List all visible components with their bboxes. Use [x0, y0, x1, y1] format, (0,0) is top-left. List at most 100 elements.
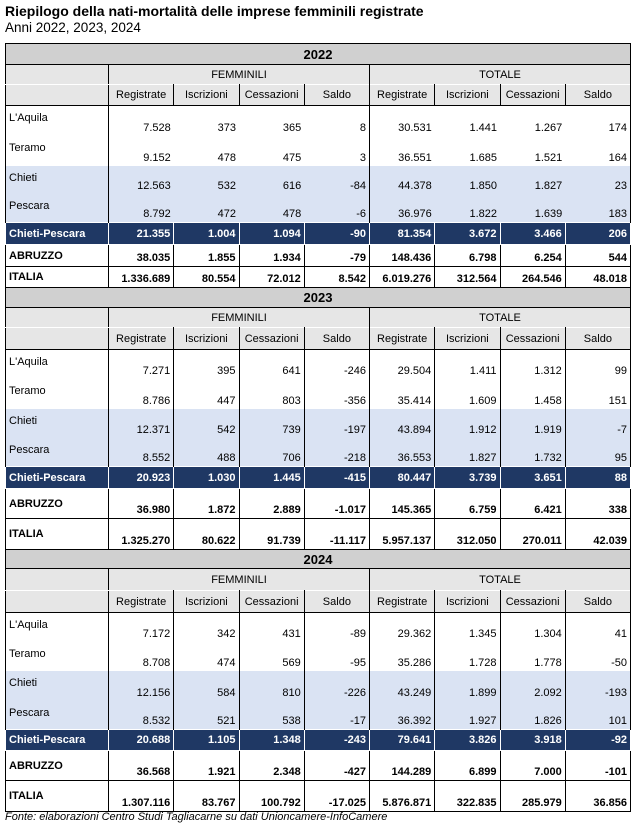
- value-cell: -11.117: [303, 518, 371, 550]
- report-title: Riepilogo della nati-mortalità delle imp…: [5, 3, 424, 19]
- group-header-totale: TOTALE: [369, 307, 631, 328]
- table-row: L'Aquila 7.172 342 431 -89 29.362 1.345 1.304 41: [5, 612, 632, 642]
- value-cell: 270.011: [499, 518, 566, 550]
- value-cell: 472: [173, 193, 239, 223]
- value-cell: -79: [303, 244, 371, 267]
- value-cell: 431: [239, 612, 305, 642]
- value-cell: 3.826: [434, 729, 501, 751]
- value-cell: 36.553: [369, 437, 436, 467]
- value-cell: 478: [217, 151, 236, 164]
- value-cell: 338: [564, 488, 632, 519]
- column-header-cessazioni: Cessazioni: [499, 590, 566, 613]
- row-label: Teramo: [5, 378, 109, 409]
- value-cell: 3.918: [499, 729, 566, 751]
- value-cell: 312.050: [434, 518, 501, 550]
- value-cell: 8.542: [303, 266, 371, 288]
- row-label: L'Aquila: [5, 105, 109, 136]
- value-cell: -89: [304, 612, 371, 642]
- value-cell: 8.532: [108, 700, 175, 730]
- row-label: ABRUZZO: [5, 488, 109, 519]
- row-label: ABRUZZO: [5, 244, 109, 267]
- value-cell: 1.521: [534, 151, 563, 164]
- row-label: Pescara: [5, 193, 109, 223]
- value-cell: 538: [239, 700, 305, 730]
- value-cell: 1.826: [500, 700, 566, 730]
- value-cell: 373: [217, 121, 236, 134]
- table-row: Chieti 12.563 532 616 -84 44.378 1.850 1.827 23: [5, 165, 632, 194]
- value-cell: 1.458: [500, 378, 566, 409]
- value-cell: -415: [303, 466, 371, 489]
- value-cell: 1.030: [173, 466, 240, 489]
- year-label: 2023: [5, 287, 631, 308]
- value-cell: 206: [564, 222, 632, 245]
- value-cell: 20.688: [107, 729, 175, 751]
- year-header-row: 2023: [5, 287, 631, 308]
- value-cell: 8.792: [108, 193, 174, 223]
- value-cell: 1.336.689: [107, 266, 175, 288]
- column-header-registrate: Registrate: [107, 590, 175, 613]
- column-header-registrate: Registrate: [107, 84, 175, 106]
- row-label: ITALIA: [5, 780, 109, 812]
- value-cell: 7.528: [143, 121, 171, 134]
- value-cell: 6.899: [434, 750, 501, 781]
- value-cell: 1.919: [500, 408, 566, 438]
- value-cell: -17.025: [303, 780, 371, 812]
- value-cell: 1.855: [173, 244, 240, 267]
- value-cell: -226: [304, 670, 371, 701]
- empty-header-cell: [5, 307, 109, 328]
- column-header-iscrizioni: Iscrizioni: [434, 84, 501, 106]
- row-label: ABRUZZO: [5, 750, 109, 781]
- value-cell: 43.249: [369, 670, 436, 701]
- report-subtitle: Anni 2022, 2023, 2024: [5, 20, 141, 35]
- column-header-saldo: Saldo: [564, 327, 632, 350]
- value-cell: 30.531: [398, 121, 432, 134]
- value-cell: 810: [239, 670, 305, 701]
- value-cell: 99: [565, 349, 632, 379]
- row-label: Pescara: [5, 700, 109, 730]
- value-cell: 542: [173, 408, 240, 438]
- value-cell: 43.894: [369, 408, 436, 438]
- value-cell: 144.289: [368, 750, 436, 781]
- value-cell: 1.348: [238, 729, 305, 751]
- value-cell: 145.365: [368, 488, 436, 519]
- value-cell: 8.786: [108, 378, 175, 409]
- group-header-totale: TOTALE: [369, 568, 631, 591]
- value-cell: 36.976: [369, 193, 435, 223]
- nati-mortalita-table: 2022 FEMMINILI TOTALE Registrate Iscrizioni C…: [5, 43, 632, 812]
- group-header-row: FEMMINILI TOTALE: [5, 307, 631, 328]
- value-cell: 478: [239, 193, 305, 223]
- value-cell: 91.739: [238, 518, 305, 550]
- value-cell: 48.018: [564, 266, 632, 288]
- year-header-row: 2022: [5, 43, 631, 65]
- table-row: Teramo 8.708 474 569 -95 35.286 1.728 1.778 -50: [5, 641, 632, 671]
- value-cell: 1.304: [500, 612, 566, 642]
- value-cell: 488: [173, 437, 240, 467]
- table-row: L'Aquila 7.271 395 641 -246 29.504 1.411 1.312 9…: [5, 349, 632, 379]
- value-cell: 1.325.270: [107, 518, 175, 550]
- value-cell: 395: [173, 349, 240, 379]
- column-header-row: Registrate Iscrizioni Cessazioni Saldo Regis…: [5, 84, 632, 106]
- table-row: Chieti-Pescara 20.688 1.105 1.348 -243 79.641…: [5, 729, 632, 751]
- value-cell: 80.622: [173, 518, 240, 550]
- value-cell: 148.436: [368, 244, 436, 267]
- value-cell: 6.759: [434, 488, 501, 519]
- value-cell: 3: [304, 135, 371, 166]
- value-cell: 1.307.116: [107, 780, 175, 812]
- row-label: L'Aquila: [5, 349, 109, 379]
- column-header-row: Registrate Iscrizioni Cessazioni Saldo Regis…: [5, 327, 632, 350]
- value-cell: 35.414: [369, 378, 436, 409]
- value-cell: 36.392: [369, 700, 436, 730]
- value-cell: 2.348: [238, 750, 305, 781]
- value-cell: 35.286: [369, 641, 436, 671]
- value-cell: 365: [282, 121, 302, 134]
- year-label: 2024: [5, 549, 631, 569]
- empty-header-cell: [5, 84, 109, 106]
- value-cell: 9.152: [143, 151, 171, 164]
- value-cell: 7.172: [108, 612, 175, 642]
- row-label: Chieti: [5, 670, 109, 701]
- value-cell: -92: [564, 729, 632, 751]
- group-header-femminili: FEMMINILI: [108, 64, 370, 85]
- value-cell: 80.447: [368, 466, 436, 489]
- value-cell: 1.827: [434, 437, 501, 467]
- value-cell: 100.792: [238, 780, 305, 812]
